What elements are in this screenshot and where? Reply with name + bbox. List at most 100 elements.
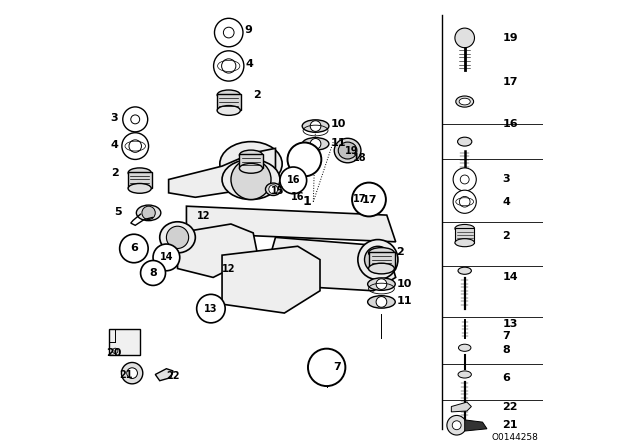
Text: 9: 9 [244, 26, 252, 35]
Text: 17: 17 [353, 194, 367, 204]
Circle shape [223, 27, 234, 38]
Text: 6: 6 [502, 373, 511, 383]
Text: 10: 10 [331, 119, 346, 129]
Text: 2: 2 [253, 90, 261, 100]
Circle shape [122, 362, 143, 384]
Ellipse shape [458, 267, 472, 274]
Circle shape [231, 159, 271, 199]
Text: 3: 3 [502, 174, 510, 185]
Polygon shape [267, 237, 396, 291]
Circle shape [129, 140, 141, 152]
Circle shape [365, 246, 391, 273]
Circle shape [166, 226, 189, 249]
Text: 1: 1 [302, 195, 311, 208]
Text: 10: 10 [397, 279, 412, 289]
Text: 11: 11 [397, 297, 412, 306]
Ellipse shape [136, 205, 161, 221]
Text: 8: 8 [149, 268, 157, 278]
Polygon shape [465, 420, 487, 431]
Circle shape [352, 183, 386, 216]
Text: 19: 19 [345, 146, 358, 155]
Ellipse shape [458, 137, 472, 146]
Polygon shape [177, 224, 258, 277]
Ellipse shape [455, 224, 474, 233]
Text: O0144258: O0144258 [492, 433, 538, 442]
Circle shape [460, 196, 470, 207]
Ellipse shape [302, 138, 329, 150]
Ellipse shape [369, 248, 394, 258]
Text: 11: 11 [331, 138, 347, 148]
Bar [455, 228, 474, 243]
Bar [369, 253, 395, 268]
Ellipse shape [455, 239, 474, 247]
Text: 14: 14 [502, 272, 518, 282]
Circle shape [141, 260, 166, 285]
Ellipse shape [339, 142, 357, 159]
Circle shape [310, 138, 321, 149]
Polygon shape [186, 206, 396, 242]
Circle shape [142, 206, 156, 220]
Text: 22: 22 [166, 371, 180, 381]
Text: 2: 2 [502, 232, 510, 241]
Text: 3: 3 [111, 113, 118, 124]
Text: 13: 13 [204, 304, 218, 314]
Circle shape [310, 121, 321, 131]
Ellipse shape [458, 344, 471, 351]
Ellipse shape [334, 138, 361, 163]
Circle shape [196, 294, 225, 323]
Text: 8: 8 [502, 345, 510, 354]
Circle shape [221, 59, 236, 73]
Circle shape [214, 18, 243, 47]
Bar [217, 94, 241, 111]
Polygon shape [451, 402, 472, 412]
Ellipse shape [160, 222, 195, 253]
Ellipse shape [367, 278, 396, 290]
Text: 14: 14 [159, 252, 173, 263]
Text: 12: 12 [222, 263, 236, 274]
Circle shape [308, 349, 346, 386]
Circle shape [214, 51, 244, 81]
Ellipse shape [217, 90, 240, 100]
Circle shape [113, 348, 118, 353]
Text: 15: 15 [271, 185, 285, 196]
Text: 12: 12 [196, 211, 210, 221]
Text: 21: 21 [119, 370, 132, 380]
Ellipse shape [266, 183, 281, 195]
Circle shape [447, 415, 467, 435]
Circle shape [269, 185, 278, 194]
Text: 4: 4 [245, 59, 253, 69]
Circle shape [153, 244, 180, 271]
Text: 22: 22 [502, 401, 518, 412]
Circle shape [131, 115, 140, 124]
Text: 20: 20 [106, 348, 122, 358]
Text: 4: 4 [502, 197, 511, 207]
Circle shape [127, 368, 138, 379]
Bar [239, 154, 263, 168]
Circle shape [280, 167, 307, 194]
Polygon shape [222, 246, 320, 313]
Ellipse shape [367, 296, 396, 308]
Polygon shape [156, 369, 173, 381]
Ellipse shape [239, 164, 262, 173]
Text: 16: 16 [287, 175, 300, 185]
Text: 19: 19 [502, 33, 518, 43]
Circle shape [123, 107, 148, 132]
Text: 7: 7 [502, 331, 510, 341]
Bar [127, 172, 152, 188]
Ellipse shape [217, 106, 240, 116]
Ellipse shape [239, 150, 262, 160]
Bar [109, 329, 140, 355]
Text: 2: 2 [111, 168, 118, 178]
Circle shape [376, 297, 387, 307]
Circle shape [452, 421, 461, 430]
Text: 13: 13 [502, 319, 518, 329]
Ellipse shape [302, 120, 329, 132]
Text: 2: 2 [396, 247, 403, 258]
Circle shape [122, 133, 148, 159]
Polygon shape [168, 148, 275, 197]
Ellipse shape [358, 240, 398, 280]
Text: 17: 17 [502, 77, 518, 86]
Text: 18: 18 [353, 153, 366, 163]
Circle shape [453, 190, 476, 213]
Text: 4: 4 [111, 140, 118, 150]
